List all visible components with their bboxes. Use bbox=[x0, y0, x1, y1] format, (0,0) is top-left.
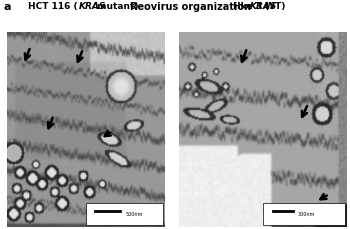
Text: HCT 116 (: HCT 116 ( bbox=[28, 2, 78, 11]
Bar bbox=[262, 203, 345, 225]
Text: 300nm: 300nm bbox=[298, 212, 315, 217]
Text: 500nm: 500nm bbox=[125, 212, 142, 217]
Text: Hke 3 (: Hke 3 ( bbox=[233, 2, 269, 11]
Text: KRAS: KRAS bbox=[250, 2, 277, 11]
Text: mutant): mutant) bbox=[94, 2, 138, 11]
Text: a: a bbox=[4, 2, 11, 12]
Text: Reovirus organization: Reovirus organization bbox=[130, 2, 251, 12]
Bar bbox=[86, 203, 163, 225]
Text: WT): WT) bbox=[262, 2, 285, 11]
Text: KRAS: KRAS bbox=[79, 2, 106, 11]
